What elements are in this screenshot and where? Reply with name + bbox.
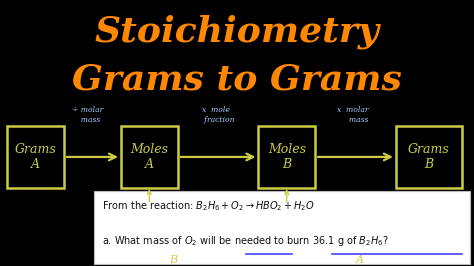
FancyBboxPatch shape	[7, 126, 64, 188]
Text: ÷ molar
  mass: ÷ molar mass	[72, 106, 103, 124]
FancyBboxPatch shape	[121, 126, 178, 188]
Text: A: A	[356, 255, 364, 265]
Text: Moles
B: Moles B	[268, 143, 306, 171]
FancyBboxPatch shape	[258, 126, 315, 188]
Text: x  mole
   fraction: x mole fraction	[197, 106, 235, 124]
Text: Grams
A: Grams A	[15, 143, 56, 171]
Text: x  molar
     mass: x molar mass	[337, 106, 369, 124]
Text: Moles
A: Moles A	[130, 143, 168, 171]
Text: a. What mass of $O_2$ will be needed to burn 36.1 g of $B_2H_6$?: a. What mass of $O_2$ will be needed to …	[102, 234, 389, 248]
Text: From the reaction: $B_2H_6 + O_2 \rightarrow HBO_2 + H_2O$: From the reaction: $B_2H_6 + O_2 \righta…	[102, 200, 315, 213]
Text: Grams to Grams: Grams to Grams	[72, 63, 402, 97]
Text: Stoichiometry: Stoichiometry	[94, 15, 380, 49]
FancyBboxPatch shape	[94, 191, 470, 264]
Text: Grams
B: Grams B	[408, 143, 450, 171]
FancyBboxPatch shape	[396, 126, 462, 188]
Text: B: B	[169, 255, 177, 265]
